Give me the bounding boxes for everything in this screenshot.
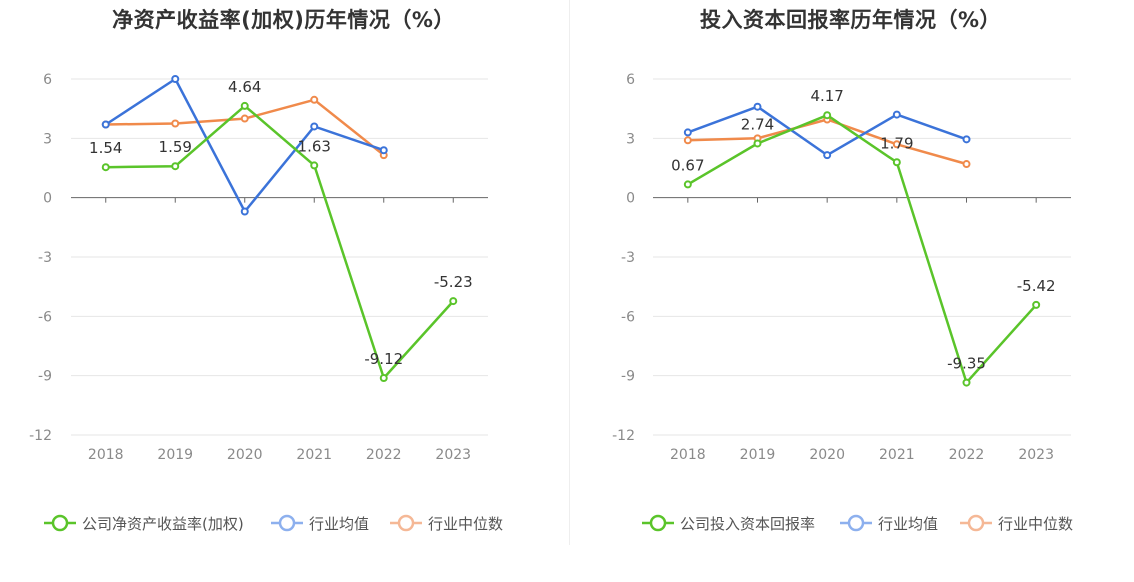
- x-tick-label: 2023: [1018, 447, 1054, 463]
- y-tick-label: 0: [43, 191, 52, 207]
- roe-line-chart: 6 3 0 -3 -6 -9 -12 2018 2019 2020 2021 2022 2023 1.54…: [29, 72, 488, 463]
- legend-marker-green: [44, 514, 76, 532]
- data-point: [240, 207, 249, 216]
- data-point: [310, 95, 319, 104]
- x-tick-label: 2019: [157, 447, 193, 463]
- legend-label: 行业中位数: [428, 514, 504, 533]
- data-label: 1.79: [880, 134, 913, 152]
- data-point: [379, 374, 388, 383]
- panel-divider: [569, 0, 570, 545]
- legend-item-company-roe[interactable]: 公司净资产收益率(加权): [42, 510, 244, 536]
- x-tick-label: 2021: [296, 447, 332, 463]
- y-tick-label: 6: [43, 72, 52, 88]
- data-point: [171, 75, 180, 83]
- legend-label: 行业中位数: [998, 514, 1074, 533]
- legend-item-industry-median[interactable]: 行业中位数: [388, 510, 503, 536]
- data-point: [449, 297, 458, 306]
- chart-title: 投入资本回报率历年情况（%）: [699, 8, 1002, 32]
- roe-chart-panel: 净资产收益率(加权)历年情况（%） 6 3 0 -3 -6 -9 -12 2018 2019 20…: [0, 8, 567, 536]
- data-point: [101, 163, 110, 172]
- data-point: [171, 119, 180, 128]
- x-tick-label: 2022: [949, 447, 985, 463]
- legend-marker-green: [642, 514, 674, 532]
- data-label: -5.42: [1017, 277, 1056, 295]
- data-label: 1.63: [298, 137, 331, 155]
- legend-label: 行业均值: [309, 514, 370, 533]
- series-line: [687, 113, 1038, 384]
- y-tick-label: -12: [612, 428, 635, 444]
- data-label: 4.64: [228, 78, 261, 96]
- legend-item-industry-median[interactable]: 行业中位数: [958, 510, 1073, 536]
- data-point: [1032, 300, 1041, 309]
- data-point: [310, 122, 319, 131]
- y-tick-label: -9: [621, 369, 635, 385]
- data-point: [683, 180, 692, 189]
- data-point: [753, 139, 762, 148]
- data-label: 1.59: [159, 138, 192, 156]
- y-tick-label: -12: [29, 428, 52, 444]
- y-tick-label: 3: [626, 131, 635, 147]
- data-label: -5.23: [434, 273, 473, 291]
- data-point: [892, 140, 901, 149]
- chart-legend: 公司净资产收益率(加权) 行业均值 行业中位数: [0, 510, 567, 536]
- legend-marker-orange: [960, 514, 992, 532]
- y-tick-label: -9: [38, 369, 52, 385]
- data-point: [379, 146, 388, 155]
- x-tick-label: 2018: [670, 447, 706, 463]
- data-point: [962, 135, 971, 144]
- data-point: [823, 151, 832, 160]
- data-label: -9.35: [947, 355, 986, 373]
- data-point: [892, 110, 901, 119]
- legend-marker-blue: [840, 514, 872, 532]
- legend-label: 公司投入资本回报率: [680, 514, 816, 533]
- legend-item-industry-mean[interactable]: 行业均值: [269, 510, 369, 536]
- data-point: [171, 162, 180, 171]
- y-tick-label: -6: [621, 309, 635, 325]
- legend-marker-blue: [271, 514, 303, 532]
- x-tick-label: 2020: [809, 447, 845, 463]
- data-label: -9.12: [364, 350, 403, 368]
- y-tick-label: -3: [621, 250, 635, 266]
- data-label: 4.17: [810, 87, 843, 105]
- y-tick-label: 0: [626, 191, 635, 207]
- x-tick-label: 2018: [88, 447, 124, 463]
- data-point: [753, 102, 762, 111]
- chart-legend: 公司投入资本回报率 行业均值 行业中位数: [567, 510, 1134, 536]
- data-point: [240, 101, 249, 110]
- x-tick-label: 2019: [740, 447, 776, 463]
- legend-item-industry-mean[interactable]: 行业均值: [838, 510, 938, 536]
- legend-label: 行业均值: [878, 514, 939, 533]
- data-label: 2.74: [741, 115, 774, 133]
- y-tick-label: -3: [38, 250, 52, 266]
- data-point: [240, 114, 249, 123]
- data-label: 1.54: [89, 139, 122, 157]
- data-point: [101, 120, 110, 129]
- x-tick-label: 2020: [227, 447, 263, 463]
- series-line: [105, 104, 455, 380]
- x-tick-label: 2021: [879, 447, 915, 463]
- chart-title: 净资产收益率(加权)历年情况（%）: [112, 8, 455, 32]
- data-label: 0.67: [671, 156, 704, 174]
- legend-item-company-roic[interactable]: 公司投入资本回报率: [640, 510, 815, 536]
- series-line: [105, 77, 385, 213]
- data-point: [962, 378, 971, 387]
- legend-label: 公司净资产收益率(加权): [82, 514, 244, 533]
- x-tick-label: 2023: [435, 447, 471, 463]
- x-tick-label: 2022: [366, 447, 402, 463]
- data-point: [823, 111, 832, 120]
- data-point: [683, 136, 692, 145]
- roic-line-chart: 6 3 0 -3 -6 -9 -12 2018 2019 2020 2021 2022 2023 0.67…: [612, 72, 1071, 463]
- y-tick-label: 3: [43, 131, 52, 147]
- data-point: [310, 161, 319, 170]
- y-tick-label: 6: [626, 72, 635, 88]
- y-tick-label: -6: [38, 309, 52, 325]
- roic-chart-panel: 投入资本回报率历年情况（%） 6 3 0 -3 -6 -9 -12 2018 2019 2020 2…: [567, 0, 1134, 582]
- data-point: [962, 160, 971, 169]
- data-point: [683, 128, 692, 137]
- legend-marker-orange: [390, 514, 422, 532]
- data-point: [892, 158, 901, 167]
